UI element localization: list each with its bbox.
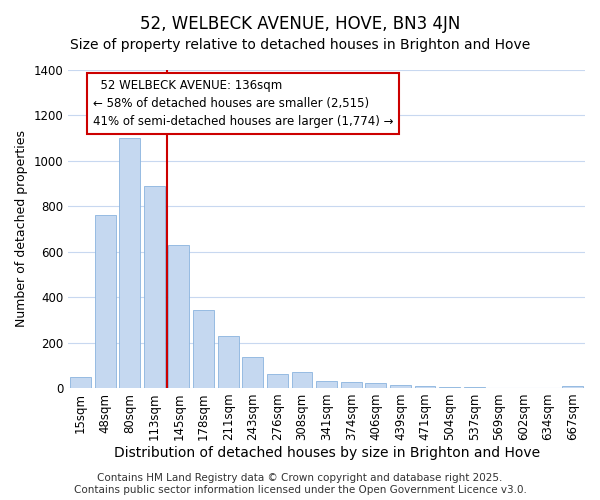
Bar — [95, 216, 116, 388]
Bar — [390, 384, 411, 388]
Bar — [242, 358, 263, 388]
Text: 52 WELBECK AVENUE: 136sqm
← 58% of detached houses are smaller (2,515)
41% of se: 52 WELBECK AVENUE: 136sqm ← 58% of detac… — [93, 79, 393, 128]
Bar — [169, 245, 190, 388]
Text: Size of property relative to detached houses in Brighton and Hove: Size of property relative to detached ho… — [70, 38, 530, 52]
Bar — [193, 310, 214, 388]
Bar — [144, 186, 165, 388]
Bar — [267, 374, 288, 388]
Y-axis label: Number of detached properties: Number of detached properties — [15, 130, 28, 328]
Bar — [70, 376, 91, 388]
Bar — [218, 336, 239, 388]
Text: Contains HM Land Registry data © Crown copyright and database right 2025.
Contai: Contains HM Land Registry data © Crown c… — [74, 474, 526, 495]
Text: 52, WELBECK AVENUE, HOVE, BN3 4JN: 52, WELBECK AVENUE, HOVE, BN3 4JN — [140, 15, 460, 33]
X-axis label: Distribution of detached houses by size in Brighton and Hove: Distribution of detached houses by size … — [113, 446, 539, 460]
Bar — [365, 384, 386, 388]
Bar — [316, 381, 337, 388]
Bar — [292, 372, 313, 388]
Bar — [562, 386, 583, 388]
Bar — [119, 138, 140, 388]
Bar — [341, 382, 362, 388]
Bar — [415, 386, 436, 388]
Bar — [439, 387, 460, 388]
